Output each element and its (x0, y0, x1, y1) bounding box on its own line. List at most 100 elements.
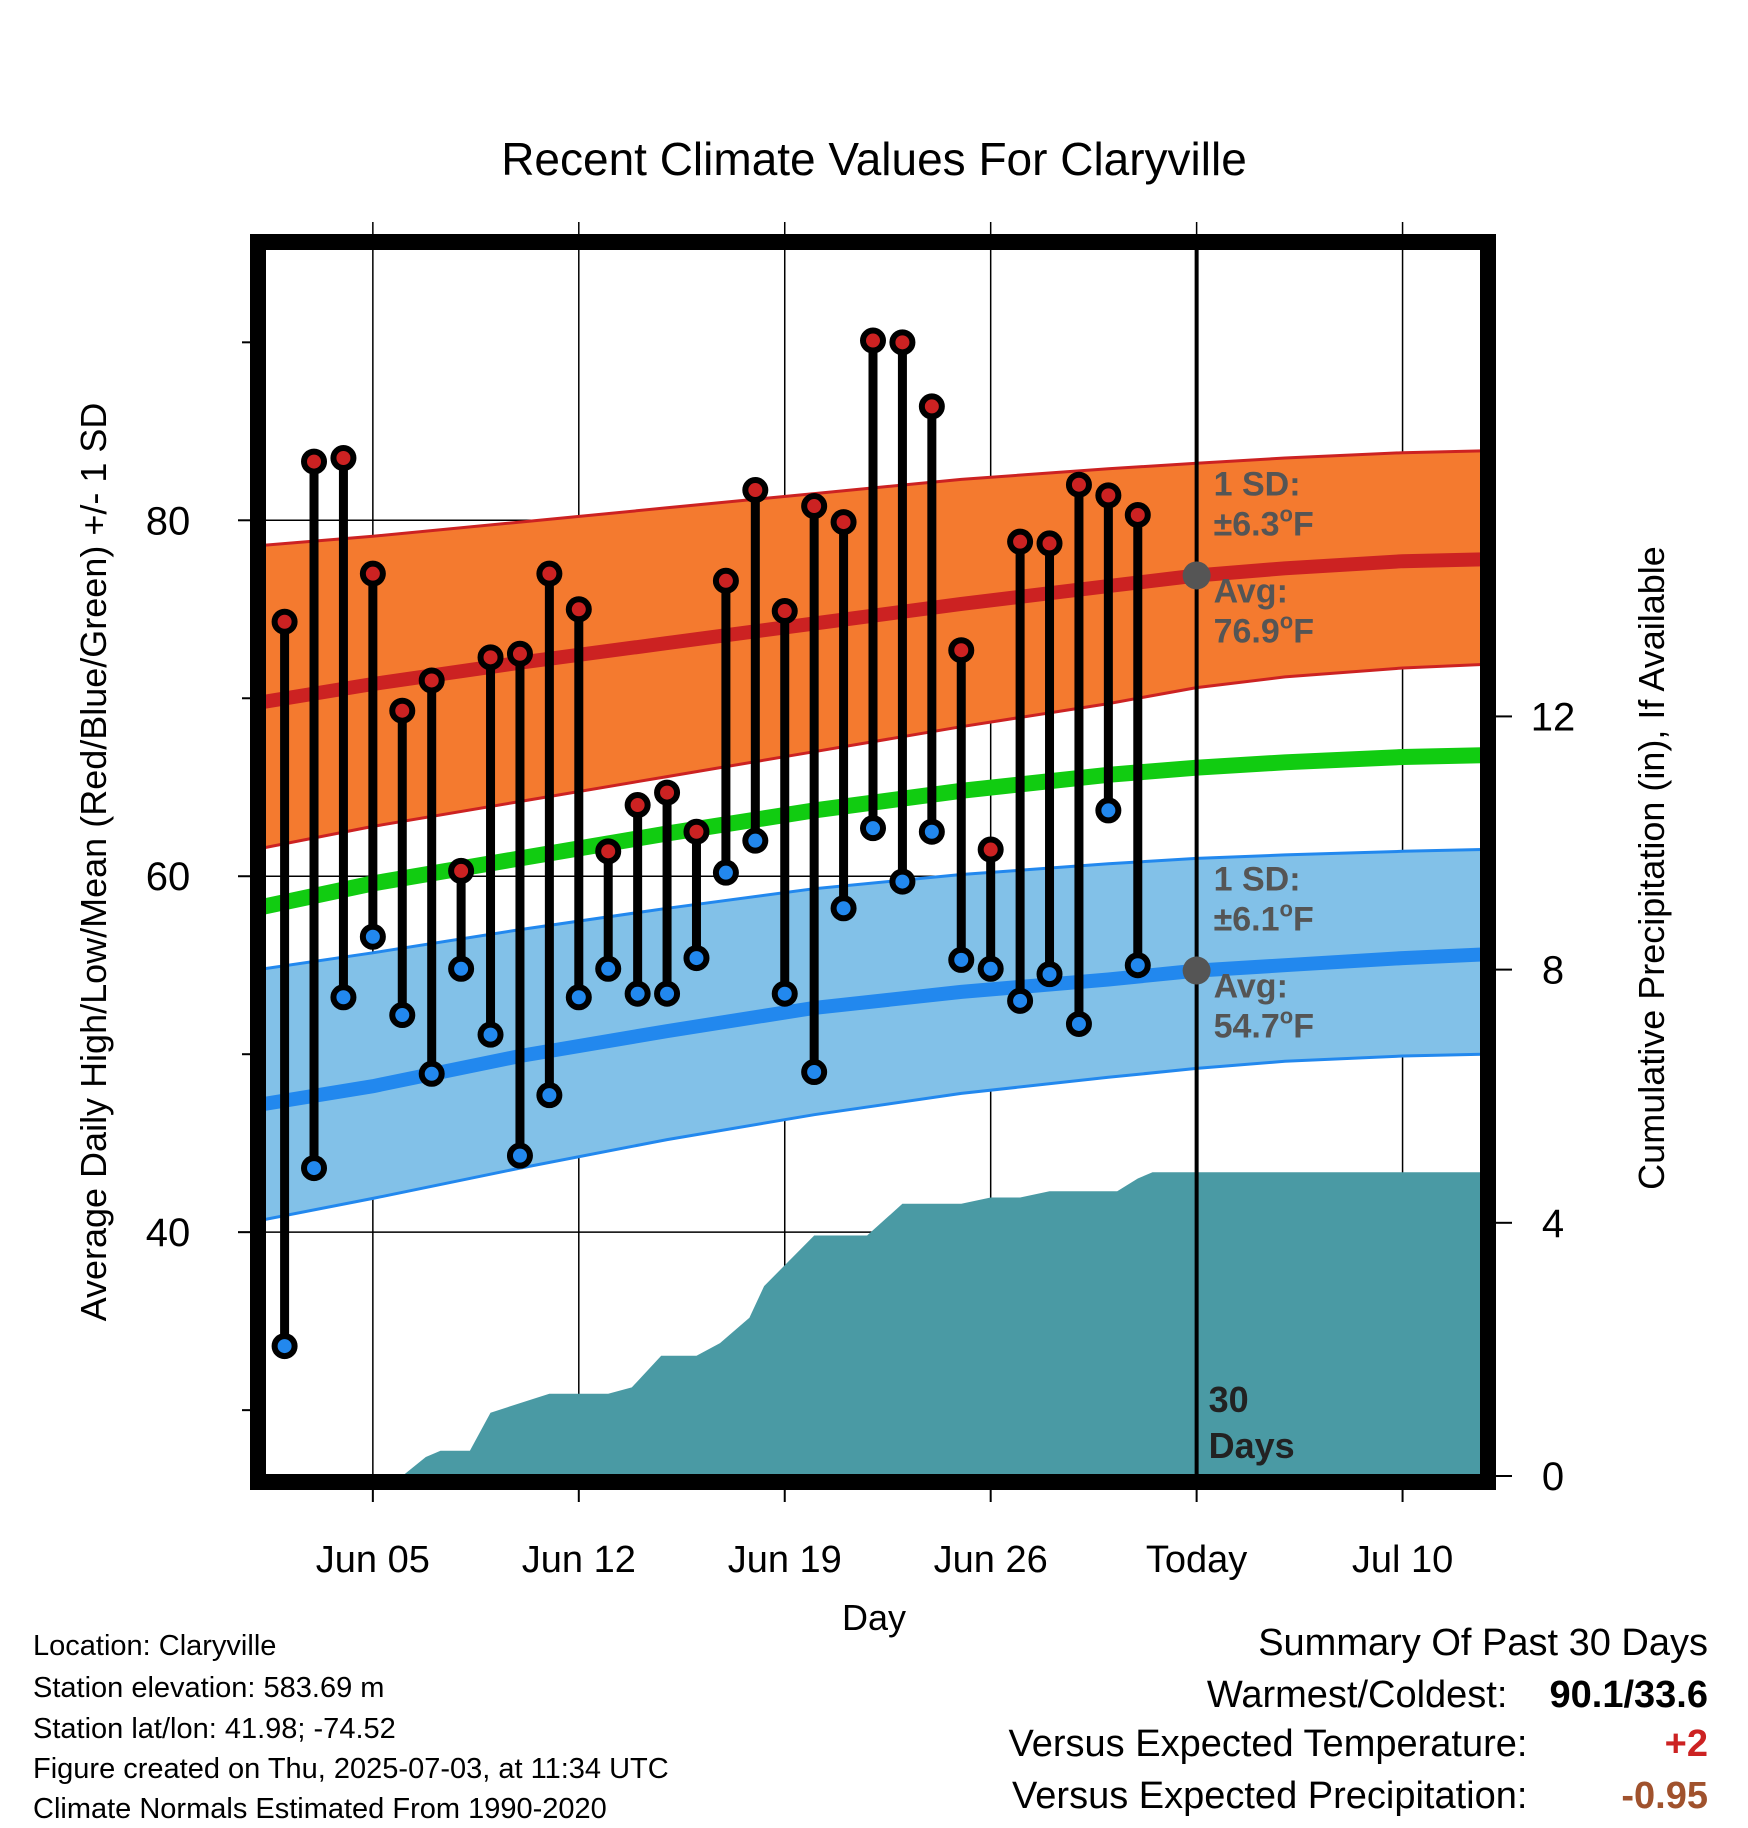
low-point-day-15 (654, 980, 681, 1007)
temp-value: +2 (1664, 1723, 1708, 1765)
low-point-day-20 (801, 1059, 828, 1086)
ytick-label-80: 80 (146, 499, 191, 543)
warm-cold-label: Warmest/Coldest: (1206, 1674, 1508, 1716)
high-point-day-9 (477, 644, 504, 671)
low-point-day-21 (830, 895, 857, 922)
today-line: 30 Days (1194, 248, 1295, 1476)
footer-location: Location: Claryville (33, 1630, 277, 1662)
low-point-day-2 (271, 1333, 298, 1360)
high-point-day-14 (624, 792, 651, 819)
y2-axis-label: Cumulative Precipitation (in), If Availa… (1631, 546, 1672, 1190)
high-point-day-8 (448, 857, 475, 884)
low-sd-band (264, 849, 1482, 1220)
chart-title: Recent Climate Values For Claryville (501, 133, 1247, 185)
low-point-day-5 (359, 923, 386, 950)
low-point-day-25 (948, 946, 975, 973)
right-axis: 0 4 8 12 (1496, 695, 1575, 1499)
low-point-day-6 (389, 1002, 416, 1029)
low-point-day-19 (771, 980, 798, 1007)
high-avg-marker (1182, 561, 1211, 590)
high-point-day-27 (1007, 528, 1034, 555)
high-point-day-19 (771, 598, 798, 625)
high-avg-value: 76.9oF (1214, 608, 1314, 650)
low-point-day-30 (1095, 797, 1122, 824)
daily-points (271, 327, 1151, 1360)
high-point-day-21 (830, 509, 857, 536)
low-point-day-29 (1065, 1010, 1092, 1037)
ytick-label-40: 40 (146, 1211, 191, 1255)
today-label-1: 30 (1209, 1379, 1249, 1420)
low-avg-value: 54.7oF (1214, 1004, 1314, 1046)
high-avg-label: Avg: (1214, 572, 1288, 610)
precip-label: Versus Expected Precipitation: (1012, 1775, 1528, 1817)
xtick-label-26: Jun 26 (934, 1539, 1048, 1581)
precipitation-area (264, 1172, 1482, 1476)
low-point-day-24 (918, 818, 945, 845)
xtick-label-40: Jul 10 (1352, 1539, 1453, 1581)
high-point-day-15 (654, 779, 681, 806)
high-point-day-22 (860, 327, 886, 354)
low-sd-label: 1 SD: (1214, 861, 1301, 899)
high-sd-value: ±6.3oF (1214, 501, 1314, 543)
summary-precip: Versus Expected Precipitation: -0.95 (1012, 1775, 1708, 1818)
high-sd-band-upper-edge (264, 449, 1482, 547)
footer-normals: Climate Normals Estimated From 1990-2020 (33, 1793, 607, 1825)
high-point-day-18 (742, 477, 769, 504)
low-point-day-4 (330, 984, 357, 1011)
high-point-day-31 (1124, 501, 1151, 528)
low-avg-marker (1182, 956, 1211, 985)
x-axis-label: Day (842, 1597, 906, 1638)
high-point-day-25 (948, 637, 975, 664)
high-point-day-7 (418, 667, 445, 694)
low-point-day-11 (536, 1082, 563, 1109)
low-point-day-10 (506, 1142, 533, 1169)
low-point-day-31 (1124, 952, 1151, 979)
low-normal-line (264, 947, 1482, 1111)
high-point-day-16 (683, 818, 710, 845)
left-axis: 40 60 80 (146, 341, 250, 1412)
warm-cold-value: 90.1/33.6 (1549, 1674, 1708, 1716)
low-point-day-22 (860, 815, 886, 842)
y-axis-label: Average Daily High/Low/Mean (Red/Blue/Gr… (73, 403, 114, 1322)
low-point-day-12 (565, 984, 592, 1011)
high-point-day-2 (271, 608, 298, 635)
y2tick-label-12: 12 (1531, 695, 1576, 739)
high-sd-label: 1 SD: (1214, 465, 1301, 503)
low-point-day-3 (301, 1155, 328, 1182)
high-point-day-4 (330, 445, 357, 472)
low-point-day-26 (977, 955, 1004, 982)
high-point-day-24 (918, 393, 945, 420)
low-point-day-27 (1007, 987, 1034, 1014)
high-point-day-26 (977, 836, 1004, 863)
today-label-2: Days (1209, 1425, 1295, 1466)
daily-range-stems (280, 340, 1143, 1347)
summary-title: Summary Of Past 30 Days (1258, 1622, 1708, 1664)
high-point-day-6 (389, 697, 416, 724)
low-point-day-28 (1036, 961, 1063, 988)
y2tick-label-0: 0 (1542, 1455, 1564, 1499)
low-point-day-14 (624, 980, 651, 1007)
high-point-day-10 (506, 640, 533, 667)
high-point-day-12 (565, 596, 592, 623)
xtick-label-19: Jun 19 (728, 1539, 842, 1581)
high-point-day-30 (1095, 482, 1122, 509)
low-point-day-17 (712, 859, 739, 886)
plot-frame (250, 234, 1496, 1490)
ytick-label-60: 60 (146, 855, 191, 899)
xtick-label-5: Jun 05 (316, 1539, 430, 1581)
low-point-day-7 (418, 1060, 445, 1087)
y2tick-label-8: 8 (1542, 949, 1564, 993)
high-point-day-23 (889, 329, 916, 356)
low-point-day-16 (683, 945, 710, 972)
low-sd-band-lower-edge (264, 1052, 1482, 1222)
high-point-day-3 (301, 448, 328, 475)
low-point-day-18 (742, 827, 769, 854)
high-point-day-20 (801, 493, 828, 520)
temp-label: Versus Expected Temperature: (1008, 1723, 1528, 1765)
xtick-label-33: Today (1146, 1539, 1247, 1581)
low-point-day-13 (595, 955, 622, 982)
xtick-label-12: Jun 12 (522, 1539, 636, 1581)
low-point-day-23 (889, 868, 916, 895)
low-point-day-9 (477, 1021, 504, 1048)
